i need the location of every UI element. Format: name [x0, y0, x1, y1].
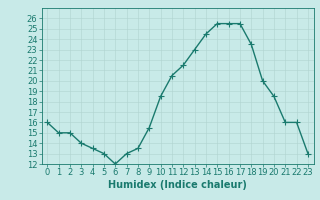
X-axis label: Humidex (Indice chaleur): Humidex (Indice chaleur) — [108, 180, 247, 190]
